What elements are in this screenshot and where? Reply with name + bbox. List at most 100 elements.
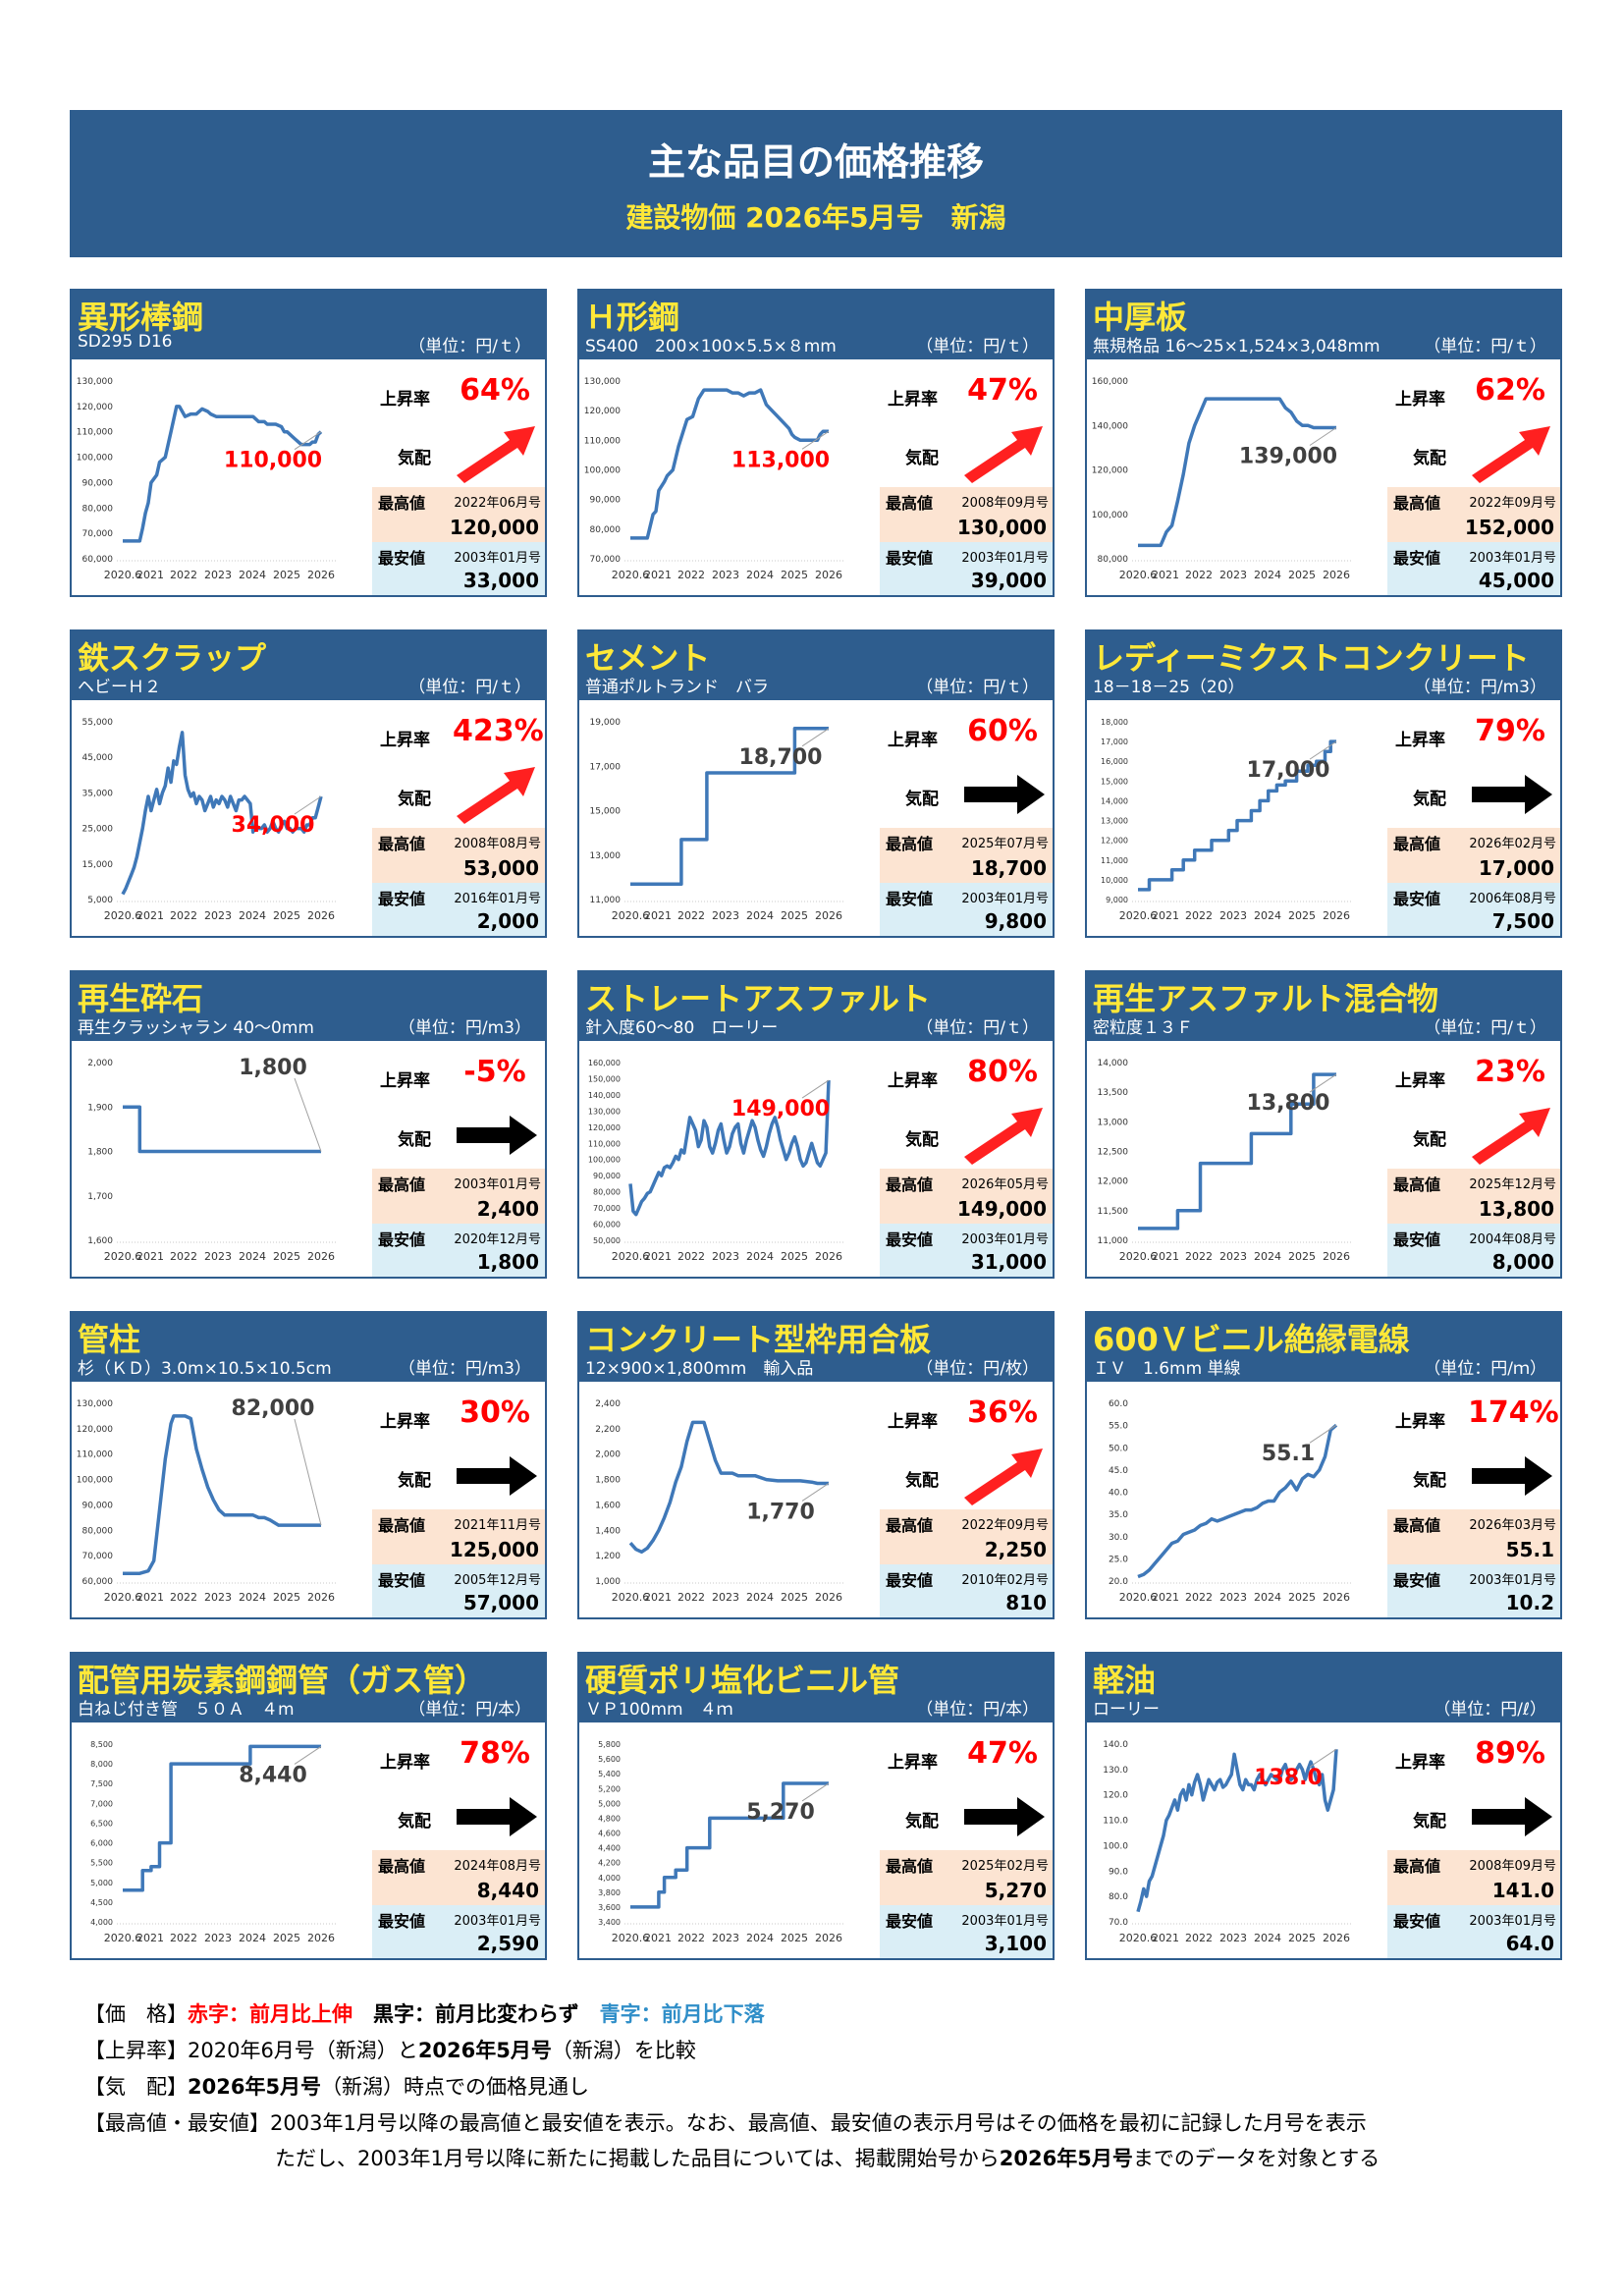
panel-unit: （単位：円/m3） xyxy=(398,1018,531,1038)
y-tick-label: 120,000 xyxy=(77,403,113,412)
panel-header: レディーミクストコンクリート 18－18－25（20） （単位：円/m3） xyxy=(1087,631,1560,700)
min-value: 10.2 xyxy=(1505,1591,1554,1614)
min-value: 39,000 xyxy=(970,569,1047,592)
min-label: 最安値 xyxy=(1393,1912,1441,1931)
x-tick-label: 2025 xyxy=(1288,1591,1316,1604)
current-price-label: 18,700 xyxy=(739,745,823,770)
current-label-leader xyxy=(801,728,830,747)
x-tick-label: 2021 xyxy=(1152,569,1179,581)
x-tick-label: 2023 xyxy=(712,1591,739,1604)
x-tick-label: 2024 xyxy=(746,1932,774,1944)
max-label: 最高値 xyxy=(1393,1857,1441,1876)
panel-unit: （単位：円/ｔ） xyxy=(1424,1018,1546,1038)
x-tick-label: 2020.6 xyxy=(612,569,650,581)
x-tick-label: 2023 xyxy=(204,569,232,581)
price-panel: コンクリート型枠用合板 12×900×1,800mm 輸入品 （単位：円/枚） 1,0… xyxy=(577,1311,1055,1619)
panel-unit: （単位：円/m3） xyxy=(398,1359,531,1379)
chart-svg: 4,000 4,500 5,000 5,500 6,000 6,500 7,000 7,500… xyxy=(90,1740,337,1944)
x-tick-label: 2023 xyxy=(204,1932,232,1944)
note-maxmin-cont-a: ただし、2003年1月号以降に新たに掲載した品目については、掲載開始号から xyxy=(275,2147,1000,2170)
rise-label: 上昇率 xyxy=(380,1071,430,1091)
max-price-row: 最高値 2003年01月号 2,400 xyxy=(372,1169,545,1224)
x-tick-label: 2021 xyxy=(1152,1932,1179,1944)
max-price-row: 最高値 2025年02月号 5,270 xyxy=(880,1850,1053,1905)
panel-title: 軽油 xyxy=(1093,1662,1157,1699)
panel-header: 硬質ポリ塩化ビニル管 ＶＰ100mm ４ｍ （単位：円/本） xyxy=(579,1654,1053,1722)
rise-rate-value: 47% xyxy=(967,1736,1038,1771)
y-tick-label: 1,600 xyxy=(87,1236,113,1246)
chart-svg: 80,000 100,000 120,000 140,000 160,000 2020.6… xyxy=(1092,377,1352,581)
min-price-row: 最安値 2003年01月号 31,000 xyxy=(880,1224,1053,1277)
min-date: 2005年12月号 xyxy=(454,1573,541,1588)
rise-label: 上昇率 xyxy=(888,731,938,750)
x-tick-label: 2021 xyxy=(1152,1250,1179,1263)
y-tick-label: 2,000 xyxy=(87,1059,113,1068)
note-trend: 【気 配】2026年5月号（新潟）時点での価格見通し xyxy=(84,2071,589,2101)
max-price-row: 最高値 2008年09月号 130,000 xyxy=(880,487,1053,542)
x-tick-label: 2024 xyxy=(746,1591,774,1604)
stats-box: 上昇率 174% 気配 最高値 2026年03月号 55.1 最安値 2003年01月号 10.… xyxy=(1387,1382,1560,1617)
max-value: 2,400 xyxy=(476,1197,539,1221)
panel-header: 配管用炭素鋼鋼管（ガス管） 白ねじ付き管 ５０Ａ ４m （単位：円/本） xyxy=(72,1654,545,1722)
stats-box: 上昇率 60% 気配 最高値 2025年07月号 18,700 最安値 2003年01月号 9,… xyxy=(880,700,1053,936)
rise-label: 上昇率 xyxy=(1395,1412,1445,1432)
y-tick-label: 140,000 xyxy=(1092,421,1128,431)
y-tick-label: 1,600 xyxy=(595,1501,621,1510)
note-rise-text-c: （新潟）を比較 xyxy=(551,2039,696,2062)
price-panel: 軽油 ローリー （単位：円/ℓ） 70.0 80.0 90.0 100.0 110.0 120.… xyxy=(1085,1652,1562,1960)
min-label: 最安値 xyxy=(378,1571,426,1590)
x-tick-label: 2024 xyxy=(239,1932,266,1944)
y-tick-label: 15,000 xyxy=(82,860,114,870)
current-label-leader xyxy=(1309,1748,1337,1768)
x-tick-label: 2025 xyxy=(1288,1932,1316,1944)
min-price-row: 最安値 2003年01月号 45,000 xyxy=(1387,542,1560,595)
y-tick-label: 60,000 xyxy=(593,1221,621,1230)
min-date: 2004年08月号 xyxy=(1469,1232,1556,1247)
price-series-line xyxy=(1136,1749,1338,1913)
max-label: 最高値 xyxy=(886,1516,934,1535)
max-date: 2022年06月号 xyxy=(454,496,541,511)
x-tick-label: 2020.6 xyxy=(104,1250,142,1263)
note-maxmin: 【最高値・最安値】2003年1月号以降の最高値と最安値を表示。なお、最高値、最安… xyxy=(84,2107,1367,2137)
x-tick-label: 2023 xyxy=(1219,1250,1247,1263)
min-price-row: 最安値 2004年08月号 8,000 xyxy=(1387,1224,1560,1277)
x-tick-label: 2020.6 xyxy=(1119,1591,1158,1604)
current-price-label: 149,000 xyxy=(731,1097,830,1121)
note-price-blue: 青字：前月比下落 xyxy=(599,2002,765,2026)
panel-unit: （単位：円/ｔ） xyxy=(916,1018,1039,1038)
price-chart: 20.0 25.0 30.0 35.0 40.0 45.0 50.0 55.0 60.0 2020… xyxy=(1087,1382,1387,1617)
y-tick-label: 3,400 xyxy=(598,1918,621,1927)
y-tick-label: 2,400 xyxy=(595,1399,621,1409)
rise-rate-value: 79% xyxy=(1475,714,1545,748)
panel-spec: 無規格品 16～25×1,524×3,048mm xyxy=(1093,337,1380,356)
x-tick-label: 2022 xyxy=(677,1250,705,1263)
price-series-line xyxy=(1138,1072,1336,1230)
current-price-label: 5,270 xyxy=(746,1800,815,1825)
current-price-label: 13,800 xyxy=(1247,1091,1330,1116)
rise-rate-value: 47% xyxy=(967,373,1038,408)
rise-label: 上昇率 xyxy=(1395,731,1445,750)
price-panel: 異形棒鋼 SD295 D16 （単位：円/ｔ） 60,000 70,000 80,000 9… xyxy=(70,289,547,597)
y-tick-label: 5,200 xyxy=(598,1784,621,1793)
panel-unit: （単位：円/枚） xyxy=(916,1359,1039,1379)
panel-spec: 杉（ＫＤ）3.0m×10.5×10.5cm xyxy=(78,1359,332,1379)
min-label: 最安値 xyxy=(1393,890,1441,908)
y-tick-label: 12,500 xyxy=(1098,1148,1129,1158)
max-date: 2022年09月号 xyxy=(1469,496,1556,511)
max-date: 2022年09月号 xyxy=(961,1518,1049,1533)
x-tick-label: 2025 xyxy=(781,1932,808,1944)
rise-label: 上昇率 xyxy=(380,390,430,410)
x-tick-label: 2026 xyxy=(1323,1250,1350,1263)
rise-rate-value: 64% xyxy=(460,373,530,408)
y-tick-label: 70,000 xyxy=(82,529,114,539)
max-label: 最高値 xyxy=(378,1175,426,1194)
rise-label: 上昇率 xyxy=(888,1412,938,1432)
x-tick-label: 2024 xyxy=(1254,909,1281,922)
trend-label: 気配 xyxy=(905,1471,939,1491)
x-tick-label: 2022 xyxy=(677,1932,705,1944)
max-date: 2008年09月号 xyxy=(1469,1859,1556,1874)
max-date: 2026年02月号 xyxy=(1469,837,1556,851)
y-tick-label: 3,800 xyxy=(598,1888,621,1897)
x-tick-label: 2020.6 xyxy=(1119,569,1158,581)
